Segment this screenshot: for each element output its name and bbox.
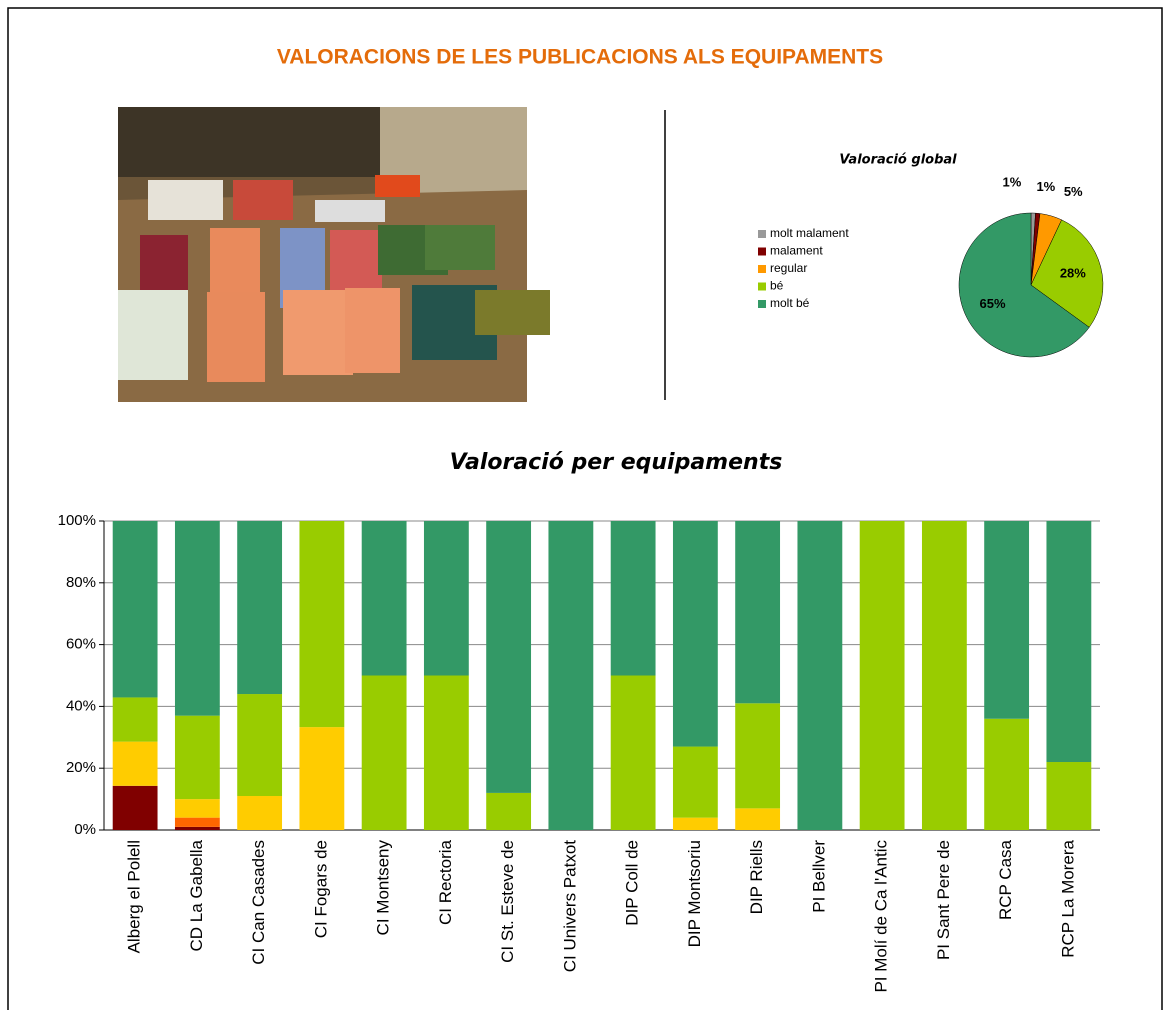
pie-value-label: 1% [1036,179,1055,194]
page: VALORACIONS DE LES PUBLICACIONS ALS EQUI… [0,0,1170,1010]
bar-segment [299,727,344,830]
bar-segment [113,742,158,786]
y-tick-label: 60% [66,636,96,653]
x-tick-label: RCP La Morera [1058,839,1077,957]
bar-segment [486,793,531,830]
page-title: VALORACIONS DE LES PUBLICACIONS ALS EQUI… [277,46,883,69]
bar-segment [237,521,282,694]
legend-label: malament [770,244,823,258]
pie-value-label: 28% [1060,266,1086,281]
chart-title: Valoració per equipaments [450,450,783,475]
bar-segment [673,818,718,830]
bar-segment [611,676,656,831]
x-tick-label: DIP Montsoriu [685,840,704,947]
photo [118,107,550,402]
bar-segment [735,703,780,808]
bar-segment [175,716,220,799]
legend-label: molt malament [770,226,849,240]
bar-segment [175,827,220,830]
x-tick-label: CI Univers Patxot [560,840,579,973]
legend-swatch [758,300,766,308]
bar-segment [611,521,656,676]
x-tick-label: CI Montseny [374,840,393,936]
bar-segment [673,747,718,818]
bar-segment [486,521,531,793]
legend-label: regular [770,261,807,275]
x-tick-label: CD La Gabella [187,839,206,951]
bar-segment [299,521,344,727]
bar-segment [424,676,469,831]
x-tick-label: CI Can Casades [249,840,268,965]
pie-title: Valoració global [839,153,957,168]
y-tick-label: 80% [66,574,96,591]
pie-value-label: 1% [1003,174,1022,189]
y-tick-label: 100% [58,512,96,529]
x-tick-label: CI St. Esteve de [498,840,517,963]
y-tick-label: 0% [74,821,96,838]
pie-value-label: 5% [1064,184,1083,199]
bar-segment [175,818,220,827]
bar-segment [984,521,1029,719]
bar-segment [175,521,220,716]
x-tick-label: PI Molí de Ca l'Antic [872,840,891,993]
pie-value-label: 65% [979,296,1005,311]
bar-segment [424,521,469,676]
y-tick-label: 20% [66,759,96,776]
bar-segment [735,808,780,830]
bar-segment [113,786,158,830]
x-tick-label: Alberg el Polell [125,840,144,953]
bar-segment [362,676,407,831]
bar-segment [860,521,905,830]
bar-segment [175,799,220,818]
legend-swatch [758,265,766,273]
y-tick-label: 40% [66,697,96,714]
bar-segment [1046,762,1091,830]
legend-swatch [758,248,766,256]
bar-segment [113,697,158,741]
bar-segment [735,521,780,703]
x-tick-label: PI Sant Pere de [934,840,953,960]
x-tick-label: CI Rectoria [436,839,455,925]
x-tick-label: RCP Casa [996,839,1015,920]
bar-segment [797,521,842,830]
x-tick-label: PI Bellver [809,840,828,913]
bar-segment [984,719,1029,830]
bar-segment [237,694,282,796]
legend-label: molt bé [770,296,810,310]
bar-segment [237,796,282,830]
x-tick-label: DIP Coll de [623,840,642,926]
bar-segment [922,521,967,830]
bar-segment [362,521,407,676]
legend-swatch [758,283,766,291]
bar-segment [1046,521,1091,762]
bar-segment [113,521,158,697]
bar-segment [673,521,718,747]
x-tick-label: DIP Riells [747,840,766,914]
legend-swatch [758,230,766,238]
legend-label: bé [770,279,784,293]
x-tick-label: CI Fogars de [311,840,330,938]
bar-segment [548,521,593,830]
